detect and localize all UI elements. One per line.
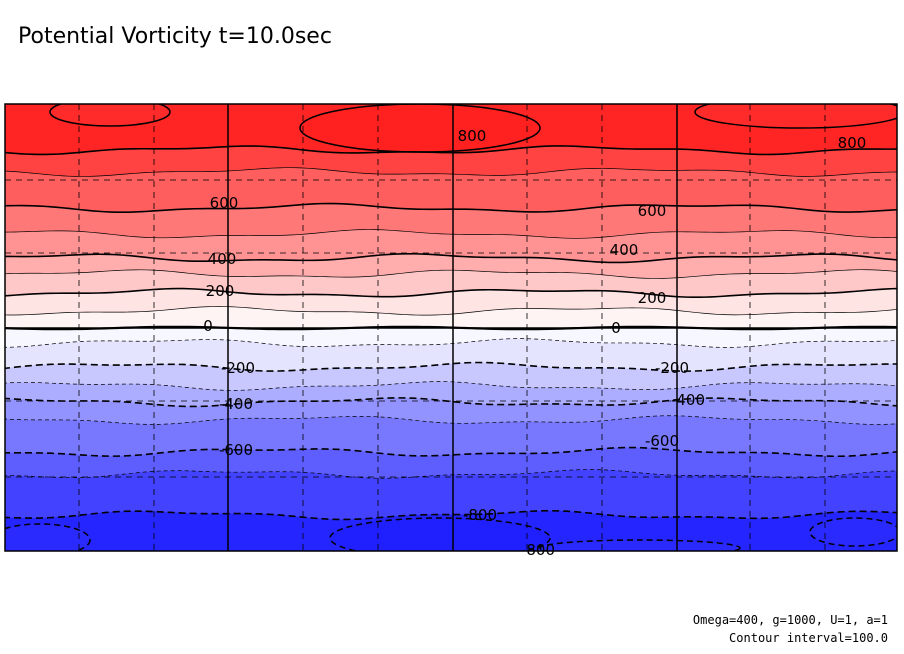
extremum-blob <box>5 523 91 551</box>
contour-line-500 <box>5 229 897 239</box>
footer-params: Omega=400, g=1000, U=1, a=1 <box>692 613 888 627</box>
chart-title: Potential Vorticity t=10.0sec <box>18 24 332 49</box>
footer-interval: Contour interval=100.0 <box>729 631 888 645</box>
extremum-blob <box>694 104 897 129</box>
contour-line-neg400 <box>5 397 897 408</box>
contour-line-neg800 <box>5 509 897 521</box>
extremum-blob <box>299 104 541 153</box>
contour-label: -800 <box>463 506 497 524</box>
contour-lines <box>5 104 897 551</box>
contour-label: 200 <box>206 282 235 300</box>
grid-lines <box>5 104 897 551</box>
contour-labels: 800 800 600 600 400 400 200 200 0 0 -200 -200 -400 -4… <box>203 127 867 559</box>
contour-label: 0 <box>611 319 621 337</box>
contour-line-neg300 <box>5 381 897 391</box>
contour-label: 800 <box>458 127 487 145</box>
contour-label: -200 <box>655 359 689 377</box>
plot-frame <box>4 103 898 552</box>
contour-line-neg700 <box>5 469 897 479</box>
contour-line-700 <box>5 167 897 177</box>
contour-line-800 <box>5 145 897 156</box>
contour-label: 0 <box>203 317 213 335</box>
contour-label: -400 <box>671 391 705 409</box>
contour-line-200 <box>5 287 897 299</box>
contour-label: 800 <box>838 134 867 152</box>
extremum-blob <box>809 517 897 547</box>
contour-line-400 <box>5 252 897 264</box>
extremum-blob <box>539 539 741 551</box>
contour-line-600 <box>5 202 897 214</box>
contour-label: 200 <box>638 289 667 307</box>
contour-line-neg100 <box>5 338 897 348</box>
extremum-blob <box>329 517 551 551</box>
contour-line-300 <box>5 269 897 279</box>
extremum-blob <box>49 104 171 127</box>
contour-label: 600 <box>210 194 239 212</box>
contour-label: 400 <box>610 241 639 259</box>
footer-notes: Omega=400, g=1000, U=1, a=1 Contour inte… <box>693 611 888 647</box>
contour-line-100 <box>5 306 897 316</box>
contour-line-neg600 <box>5 446 897 458</box>
contour-label: -600 <box>219 441 253 459</box>
contour-label: -600 <box>645 432 679 450</box>
contour-line-neg500 <box>5 415 897 425</box>
contour-label: 400 <box>208 250 237 268</box>
contour-label: -400 <box>219 395 253 413</box>
contour-label: -200 <box>221 359 255 377</box>
contour-label: 600 <box>638 202 667 220</box>
contour-line-neg200 <box>5 361 897 372</box>
contour-label: -800 <box>521 541 555 559</box>
